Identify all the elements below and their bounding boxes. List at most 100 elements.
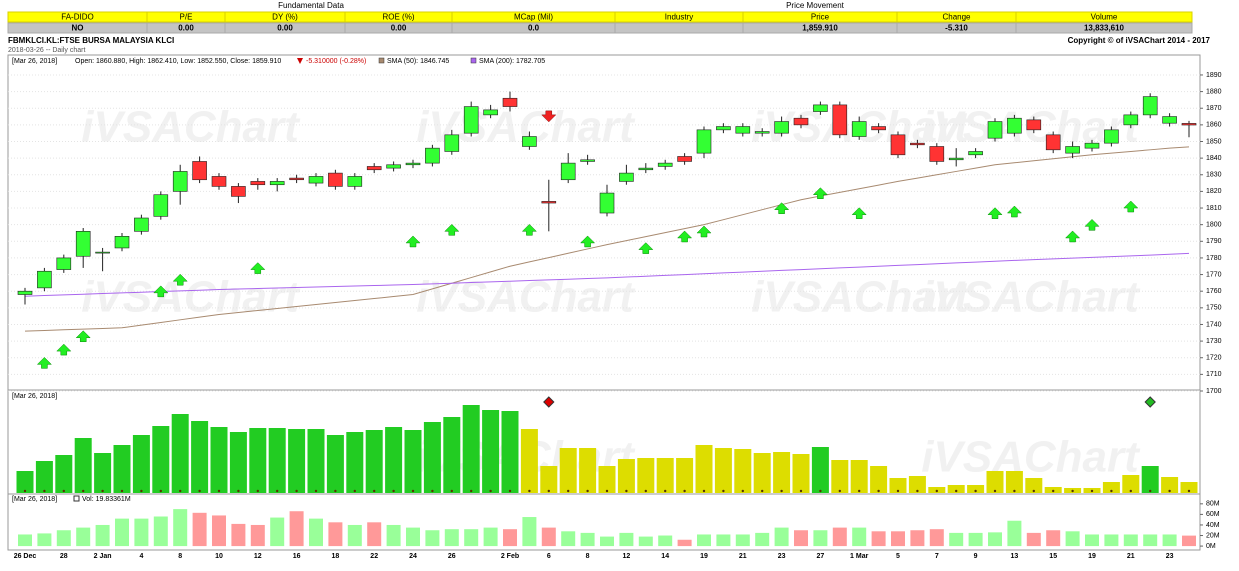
value-cell [614,22,744,34]
indicator-bar [346,432,364,493]
bar-dot [62,489,65,493]
indicator-bar [365,430,383,493]
volume-bar [638,536,653,547]
candle-body [153,194,169,217]
buy-signal [75,330,91,343]
y-tick-label: 80M [1206,501,1220,508]
volume-bar [968,532,983,547]
section-title: Fundamental Data [278,1,344,10]
bar-dot [567,489,570,493]
column-header: Price [811,13,830,22]
indicator-bar [579,448,597,493]
indicator-bar [695,445,713,493]
volume-bar [871,531,886,547]
candle-body [929,146,945,162]
bar-dot [683,489,686,493]
sell-signal [541,110,557,123]
indicator-bar [1180,482,1198,493]
volume-bar [1123,534,1138,547]
column-header: ROE (%) [383,13,415,22]
y-tick-label: 1890 [1206,72,1222,79]
legend-swatch [378,57,385,64]
bar-dot [605,489,609,493]
bar-dot [179,489,182,493]
volume-bar [134,518,149,547]
buy-signal [444,223,460,236]
y-tick-label: 1740 [1206,321,1222,328]
volume-bar [270,517,285,547]
cell-value: 0.00 [391,24,407,33]
indicator-bar [74,438,92,493]
bar-dot [198,489,201,493]
bar-dot [1013,489,1016,493]
cell-value: 0.0 [528,24,540,33]
bar-dot [314,489,318,493]
bar-dot [373,489,376,493]
indicator-bar [850,460,868,493]
volume-bar [697,534,711,547]
bar-dot [43,489,46,493]
y-tick-label: 1800 [1206,222,1222,229]
volume-bar [444,529,459,547]
indicator-bar [1141,466,1159,493]
volume-bar [794,530,808,547]
indicator-bar [249,428,267,493]
x-tick-label: 19 [1088,553,1096,560]
x-tick-label: 28 [60,553,68,560]
indicator-bar [171,414,189,493]
x-tick-label: 16 [293,553,301,560]
volume-bar [658,535,673,547]
volume-bar [483,527,498,547]
volume-bar [76,527,91,547]
indicator-bar [714,448,732,493]
indicator-bar [637,458,655,493]
volume-bar [910,530,925,547]
candle-body [114,236,130,249]
volume-bar [522,517,537,547]
candle-body [463,106,479,134]
column-header: Change [942,13,971,22]
indicator-bar [385,427,403,493]
bar-dot [722,489,725,493]
candle-body [347,176,363,187]
x-tick-label: 24 [409,553,417,560]
y-tick-label: 40M [1206,522,1220,529]
candle-body [250,181,266,186]
volume-bar [1182,535,1196,547]
copyright: Copyright © of iVSAChart 2014 - 2017 [1068,36,1211,45]
volume-bar [1065,531,1080,547]
x-tick-label: 26 Dec [14,553,37,560]
legend-swatch [73,495,80,502]
y-tick-label: 0M [1206,543,1216,550]
sma-line [24,146,1190,332]
x-tick-label: 12 [623,553,631,560]
candle-body [793,117,809,126]
candle-body [134,217,149,232]
x-tick-label: 27 [817,553,825,560]
indicator-bar [947,485,965,493]
candle-body [1045,134,1061,151]
header-cell [1015,11,1193,23]
x-tick-label: 8 [178,553,182,560]
buy-signal [676,230,693,243]
indicator-bar [831,460,849,493]
candle-body [522,136,537,147]
volume-bar [600,536,614,547]
x-tick-label: 4 [139,553,143,560]
indicator-bar [986,471,1004,493]
candle-body [599,192,615,214]
bar-dot [120,489,124,493]
bar-dot [1168,489,1171,493]
buy-signal [579,235,596,248]
bar-dot [528,489,531,493]
volume-bar [386,524,401,547]
bar-dot [353,489,356,493]
y-tick-label: 1750 [1206,305,1222,312]
volume-bar [1104,534,1119,547]
volume-bar [1085,534,1099,547]
candle-body [1026,119,1042,131]
candle-body [289,177,304,181]
buy-signal [56,343,72,356]
bar-dot [935,489,938,493]
volume-bar [367,522,382,547]
